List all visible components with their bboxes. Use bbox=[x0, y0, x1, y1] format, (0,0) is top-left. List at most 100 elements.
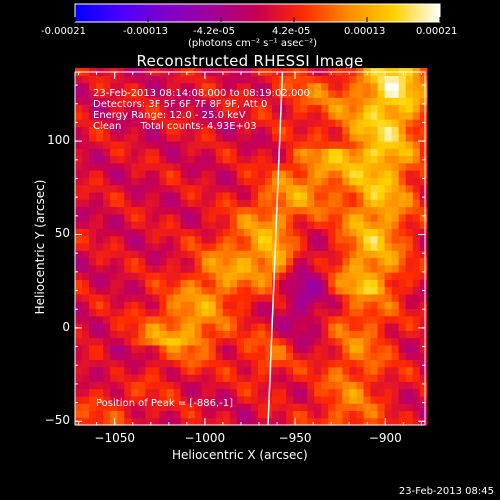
heatmap-cell bbox=[152, 381, 161, 390]
heatmap-cell bbox=[159, 119, 168, 127]
heatmap-cell bbox=[173, 279, 182, 288]
heatmap-cell bbox=[173, 308, 182, 317]
heatmap-cell bbox=[384, 155, 393, 164]
heatmap-cell bbox=[180, 323, 189, 331]
heatmap-cell bbox=[391, 352, 400, 361]
heatmap-cell bbox=[152, 395, 161, 404]
heatmap-cell bbox=[314, 119, 322, 127]
heatmap-cell bbox=[117, 126, 125, 135]
heatmap-cell bbox=[208, 315, 217, 324]
heatmap-cell bbox=[300, 344, 308, 353]
heatmap-cell bbox=[412, 213, 421, 222]
heatmap-cell bbox=[194, 235, 203, 244]
heatmap-cell bbox=[342, 279, 351, 288]
heatmap-cell bbox=[328, 279, 336, 288]
time-range-annotation: 23-Feb-2013 08:14:08.000 to 08:19:02.000 bbox=[93, 88, 311, 99]
heatmap-cell bbox=[335, 89, 343, 98]
heatmap-cell bbox=[75, 403, 83, 412]
heatmap-cell bbox=[377, 315, 386, 324]
heatmap-cell bbox=[300, 388, 308, 397]
heatmap-cell bbox=[377, 235, 386, 244]
heatmap-cell bbox=[229, 242, 238, 251]
heatmap-cell bbox=[229, 140, 238, 149]
heatmap-cell bbox=[314, 221, 322, 229]
heatmap-cell bbox=[412, 272, 421, 280]
heatmap-cell bbox=[349, 250, 358, 259]
heatmap-cell bbox=[131, 323, 139, 331]
heatmap-cell bbox=[279, 206, 287, 215]
heatmap-cell bbox=[96, 148, 104, 157]
heatmap-cell bbox=[264, 213, 273, 222]
heatmap-cell bbox=[82, 155, 90, 164]
heatmap-cell bbox=[250, 155, 259, 164]
heatmap-cell bbox=[208, 359, 217, 368]
heatmap-cell bbox=[279, 191, 287, 200]
heatmap-cell bbox=[356, 177, 365, 186]
heatmap-cell bbox=[159, 170, 168, 178]
heatmap-cell bbox=[117, 315, 125, 324]
heatmap-cell bbox=[264, 140, 273, 149]
heatmap-cell bbox=[201, 213, 210, 222]
heatmap-cell bbox=[145, 75, 153, 84]
heatmap-cell bbox=[152, 366, 161, 375]
heatmap-cell bbox=[96, 272, 104, 280]
heatmap-cell bbox=[180, 177, 189, 186]
heatmap-cell bbox=[419, 264, 428, 273]
heatmap-cell bbox=[201, 221, 210, 229]
heatmap-cell bbox=[103, 352, 111, 361]
heatmap-cell bbox=[342, 344, 351, 353]
heatmap-cell bbox=[314, 250, 322, 259]
heatmap-cell bbox=[152, 352, 161, 361]
heatmap-cell bbox=[229, 293, 238, 302]
heatmap-cell bbox=[243, 301, 252, 310]
heatmap-cell bbox=[363, 395, 372, 404]
heatmap-cell bbox=[257, 308, 266, 317]
heatmap-cell bbox=[363, 388, 372, 397]
heatmap-cell bbox=[307, 82, 315, 91]
heatmap-cell bbox=[124, 359, 132, 368]
heatmap-cell bbox=[293, 250, 301, 259]
heatmap-cell bbox=[229, 395, 238, 404]
heatmap-cell bbox=[335, 235, 343, 244]
heatmap-cell bbox=[384, 133, 393, 142]
heatmap-cell bbox=[117, 279, 125, 288]
heatmap-cell bbox=[208, 403, 217, 412]
heatmap-cell bbox=[419, 293, 428, 302]
heatmap-cell bbox=[159, 417, 168, 426]
heatmap-cell bbox=[272, 308, 280, 317]
heatmap-cell bbox=[342, 155, 351, 164]
heatmap-cell bbox=[96, 177, 104, 186]
heatmap-cell bbox=[180, 75, 189, 84]
heatmap-cell bbox=[363, 82, 372, 91]
heatmap-cell bbox=[279, 97, 287, 106]
heatmap-cell bbox=[250, 126, 259, 135]
heatmap-cell bbox=[236, 359, 245, 368]
heatmap-cell bbox=[328, 344, 336, 353]
heatmap-cell bbox=[236, 191, 245, 200]
heatmap-cell bbox=[384, 235, 393, 244]
heatmap-cell bbox=[187, 301, 196, 310]
heatmap-cell bbox=[215, 82, 224, 91]
heatmap-cell bbox=[377, 250, 386, 259]
heatmap-cell bbox=[96, 410, 104, 419]
heatmap-cell bbox=[96, 140, 104, 149]
heatmap-cell bbox=[124, 352, 132, 361]
heatmap-cell bbox=[194, 388, 203, 397]
heatmap-cell bbox=[173, 359, 182, 368]
heatmap-cell bbox=[279, 133, 287, 142]
heatmap-cell bbox=[405, 279, 414, 288]
heatmap-cell bbox=[103, 213, 111, 222]
heatmap-cell bbox=[279, 279, 287, 288]
heatmap-cell bbox=[405, 155, 414, 164]
heatmap-cell bbox=[412, 126, 421, 135]
heatmap-cell bbox=[272, 323, 280, 331]
heatmap-cell bbox=[356, 235, 365, 244]
heatmap-cell bbox=[293, 170, 301, 178]
heatmap-cell bbox=[321, 82, 329, 91]
heatmap-cell bbox=[300, 330, 308, 339]
heatmap-cell bbox=[250, 162, 259, 171]
heatmap-cell bbox=[321, 352, 329, 361]
heatmap-cell bbox=[279, 395, 287, 404]
heatmap-cell bbox=[391, 323, 400, 331]
heatmap-cell bbox=[103, 410, 111, 419]
